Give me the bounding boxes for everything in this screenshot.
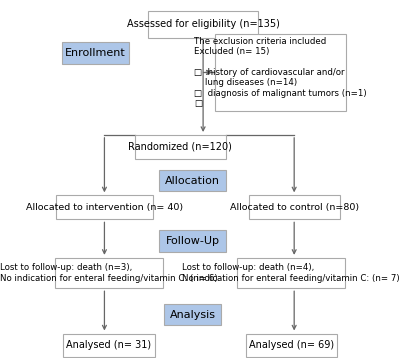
Text: Lost to follow-up: death (n=4),
No indication for enteral feeding/vitamin C: (n=: Lost to follow-up: death (n=4), No indic… [182,263,400,283]
Text: Lost to follow-up: death (n=3),
No indication for enteral feeding/vitamin C: (n=: Lost to follow-up: death (n=3), No indic… [0,263,218,283]
FancyBboxPatch shape [159,170,226,192]
Text: Analysed (n= 31): Analysed (n= 31) [66,340,152,350]
FancyBboxPatch shape [215,34,346,111]
Text: Analysed (n= 69): Analysed (n= 69) [248,340,334,350]
FancyBboxPatch shape [56,195,153,219]
Text: Follow-Up: Follow-Up [166,236,220,246]
FancyBboxPatch shape [55,258,163,288]
Text: The exclusion criteria included
Excluded (n= 15)

□  history of cardiovascular a: The exclusion criteria included Excluded… [194,37,367,108]
FancyBboxPatch shape [237,258,345,288]
FancyBboxPatch shape [148,11,258,38]
Text: Allocated to control (n=80): Allocated to control (n=80) [230,203,359,212]
FancyBboxPatch shape [64,334,154,357]
FancyBboxPatch shape [62,42,129,64]
Text: Allocation: Allocation [165,176,220,186]
Text: Randomized (n=120): Randomized (n=120) [128,142,232,152]
FancyBboxPatch shape [249,195,340,219]
Text: Allocated to intervention (n= 40): Allocated to intervention (n= 40) [26,203,183,212]
Text: Analysis: Analysis [170,310,216,320]
FancyBboxPatch shape [159,231,226,252]
Text: Assessed for eligibility (n=135): Assessed for eligibility (n=135) [127,19,280,29]
FancyBboxPatch shape [246,334,337,357]
Text: Enrollment: Enrollment [65,48,126,58]
FancyBboxPatch shape [164,304,221,325]
FancyBboxPatch shape [135,135,226,159]
